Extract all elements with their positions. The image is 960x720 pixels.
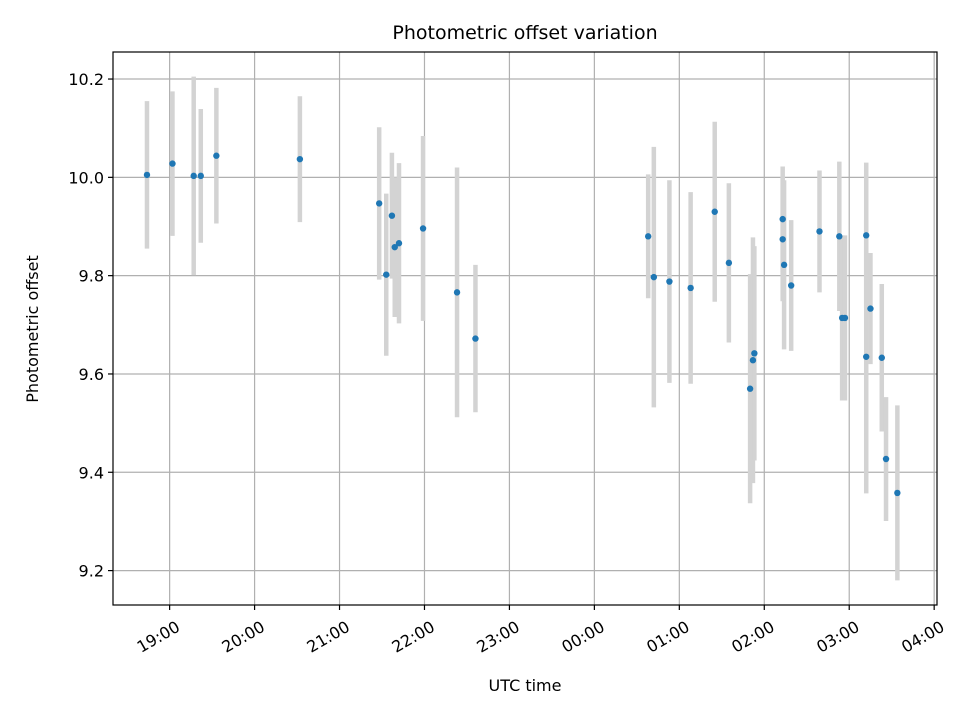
data-point-36 <box>894 489 901 497</box>
x-tick-label: 21:00 <box>303 617 352 657</box>
data-point-33 <box>867 305 874 312</box>
x-tick-label: 19:00 <box>134 617 183 657</box>
x-tick-label: 22:00 <box>388 617 437 657</box>
errorbar-layer <box>144 76 900 581</box>
y-tick-label: 10.0 <box>68 168 104 187</box>
data-point-5 <box>296 155 304 163</box>
y-tick-label: 9.8 <box>79 267 104 286</box>
x-tick-layer: 19:00 20:00 21:00 22:00 23:00 00:00 01:00 02:00… <box>134 605 948 657</box>
y-tick-layer: 9.2 9.4 9.6 9.8 10.0 10.2 <box>68 70 113 581</box>
data-point-6 <box>375 200 383 207</box>
x-tick-label: 01:00 <box>643 617 692 657</box>
grid-layer <box>113 52 937 605</box>
x-tick-label: 02:00 <box>728 617 777 657</box>
x-tick-label: 20:00 <box>219 617 268 657</box>
y-axis-title: Photometric offset <box>23 255 42 403</box>
data-point-17 <box>687 284 694 292</box>
data-point-2 <box>190 172 197 180</box>
data-point-16 <box>666 278 673 285</box>
data-point-23 <box>779 215 786 223</box>
data-point-22 <box>751 350 758 357</box>
chart-title: Photometric offset variation <box>392 22 657 44</box>
point-layer <box>143 152 901 497</box>
data-point-18 <box>711 208 718 215</box>
data-point-0 <box>143 171 151 179</box>
data-point-1 <box>169 160 176 167</box>
data-point-15 <box>650 273 658 281</box>
data-point-28 <box>836 233 843 240</box>
data-point-12 <box>453 289 461 296</box>
plot-frame <box>112 51 938 606</box>
data-point-27 <box>816 228 823 235</box>
y-tick-label: 9.4 <box>79 463 104 482</box>
data-point-10 <box>395 240 403 247</box>
y-tick-label: 9.2 <box>79 562 104 581</box>
data-point-35 <box>882 455 890 463</box>
data-point-30 <box>841 314 849 322</box>
data-point-31 <box>863 232 870 239</box>
data-point-21 <box>749 357 757 364</box>
x-tick-label: 04:00 <box>898 617 947 657</box>
x-axis-title: UTC time <box>489 676 562 695</box>
data-point-8 <box>388 212 396 219</box>
x-tick-label: 00:00 <box>558 617 607 657</box>
data-point-20 <box>746 385 754 392</box>
data-point-4 <box>213 152 220 159</box>
y-tick-label: 9.6 <box>79 365 104 384</box>
data-point-32 <box>863 353 870 360</box>
x-tick-label: 03:00 <box>813 617 862 657</box>
data-point-24 <box>779 236 786 243</box>
data-point-7 <box>383 271 390 278</box>
data-point-13 <box>472 335 479 342</box>
data-point-11 <box>419 225 427 232</box>
data-point-26 <box>787 282 795 289</box>
data-point-19 <box>725 259 733 267</box>
data-point-14 <box>644 233 652 240</box>
data-point-3 <box>197 172 204 180</box>
data-point-25 <box>780 261 788 269</box>
data-point-34 <box>878 354 885 361</box>
y-tick-label: 10.2 <box>68 70 104 89</box>
x-tick-label: 23:00 <box>473 617 522 657</box>
data-point-9 <box>391 243 398 251</box>
